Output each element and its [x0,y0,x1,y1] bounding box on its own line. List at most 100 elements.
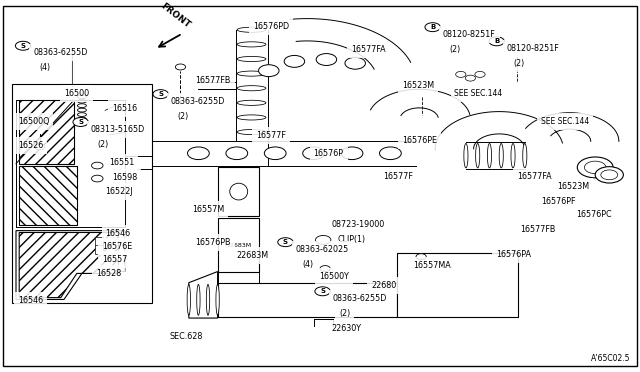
Circle shape [226,147,248,160]
Circle shape [320,266,330,272]
Ellipse shape [237,115,266,120]
Text: (2): (2) [177,112,189,121]
Ellipse shape [499,144,503,168]
Circle shape [595,167,623,183]
Ellipse shape [237,129,266,135]
Circle shape [584,161,606,174]
Text: 16523M: 16523M [557,182,589,191]
Text: 16526: 16526 [18,141,43,150]
Circle shape [92,175,103,182]
Text: 08363-6255D: 08363-6255D [333,294,387,303]
Text: 16546: 16546 [106,229,131,238]
Text: SEE SEC.144: SEE SEC.144 [454,89,502,98]
Ellipse shape [230,183,248,200]
Text: 16500Y: 16500Y [319,272,349,281]
Text: 08120-8251F: 08120-8251F [507,44,559,53]
Text: 22683M: 22683M [226,243,252,248]
Ellipse shape [476,144,480,168]
Text: 08363-6255D: 08363-6255D [171,97,225,106]
Polygon shape [16,231,125,299]
Bar [95,237,103,246]
Text: 16500Q: 16500Q [18,117,49,126]
Circle shape [264,147,286,160]
Text: 16500: 16500 [64,89,89,98]
Text: 22683M: 22683M [237,251,269,260]
Text: 16576PB: 16576PB [195,238,230,247]
Circle shape [303,147,324,160]
Ellipse shape [237,57,266,61]
Text: B: B [494,38,499,44]
Text: (2): (2) [449,45,461,54]
Circle shape [475,71,485,77]
Text: 16546: 16546 [18,296,43,305]
Text: (4): (4) [302,260,313,269]
Circle shape [316,54,337,65]
Text: 16576PA: 16576PA [496,250,531,259]
Bar [12,84,152,303]
Bar [218,218,259,272]
Circle shape [577,157,613,178]
Circle shape [175,64,186,70]
Circle shape [465,75,476,81]
Text: 16576PF: 16576PF [541,197,575,206]
Text: 16577FB: 16577FB [520,225,555,234]
Text: (4): (4) [40,63,51,72]
Ellipse shape [187,285,191,315]
Text: 22630Y: 22630Y [332,324,362,333]
Ellipse shape [237,27,266,32]
Polygon shape [19,232,118,298]
Text: FRONT: FRONT [159,1,192,30]
Text: 08313-5165D: 08313-5165D [91,125,145,134]
Ellipse shape [237,71,266,76]
Circle shape [284,55,305,67]
Text: A’65C02.5: A’65C02.5 [591,354,630,363]
Text: 16576P: 16576P [314,149,344,158]
Circle shape [278,238,293,247]
Circle shape [601,170,618,180]
Text: 16523M: 16523M [402,81,434,90]
Ellipse shape [216,285,220,315]
Circle shape [259,65,279,77]
Text: 16557: 16557 [102,255,128,264]
Circle shape [316,235,331,244]
Text: 08120-8251F: 08120-8251F [443,30,495,39]
Text: 16577FA: 16577FA [517,172,552,181]
Text: 08723-19000: 08723-19000 [332,220,385,229]
Ellipse shape [511,144,515,168]
Bar [218,167,259,216]
Circle shape [315,287,330,296]
Circle shape [380,147,401,160]
Circle shape [341,147,363,160]
Circle shape [456,71,466,77]
Ellipse shape [237,42,266,47]
Circle shape [35,144,45,150]
Text: SEE SEC.144: SEE SEC.144 [541,117,589,126]
Text: 16576E: 16576E [102,242,132,251]
Text: 16576PC: 16576PC [576,210,612,219]
Text: S: S [320,288,325,294]
Ellipse shape [206,285,210,315]
Polygon shape [218,283,397,317]
Circle shape [489,37,504,46]
Ellipse shape [523,144,527,168]
Text: 16557MA: 16557MA [413,261,451,270]
Bar [95,245,103,254]
Circle shape [416,254,426,260]
Text: CLIP(1): CLIP(1) [338,235,366,244]
Text: (2): (2) [513,59,525,68]
Ellipse shape [488,144,492,168]
Text: 08363-6255D: 08363-6255D [33,48,88,57]
Text: 16557M: 16557M [192,205,224,214]
Text: 16551: 16551 [109,158,134,167]
Text: 16522J: 16522J [106,187,133,196]
Text: 16577FA: 16577FA [351,45,385,54]
Text: SEC.628: SEC.628 [170,332,203,341]
Circle shape [73,118,88,126]
Text: B: B [430,24,435,30]
Ellipse shape [237,100,266,105]
Ellipse shape [196,285,200,315]
Text: (2): (2) [339,309,351,318]
Circle shape [153,90,168,99]
Circle shape [188,147,209,160]
Ellipse shape [237,86,266,91]
